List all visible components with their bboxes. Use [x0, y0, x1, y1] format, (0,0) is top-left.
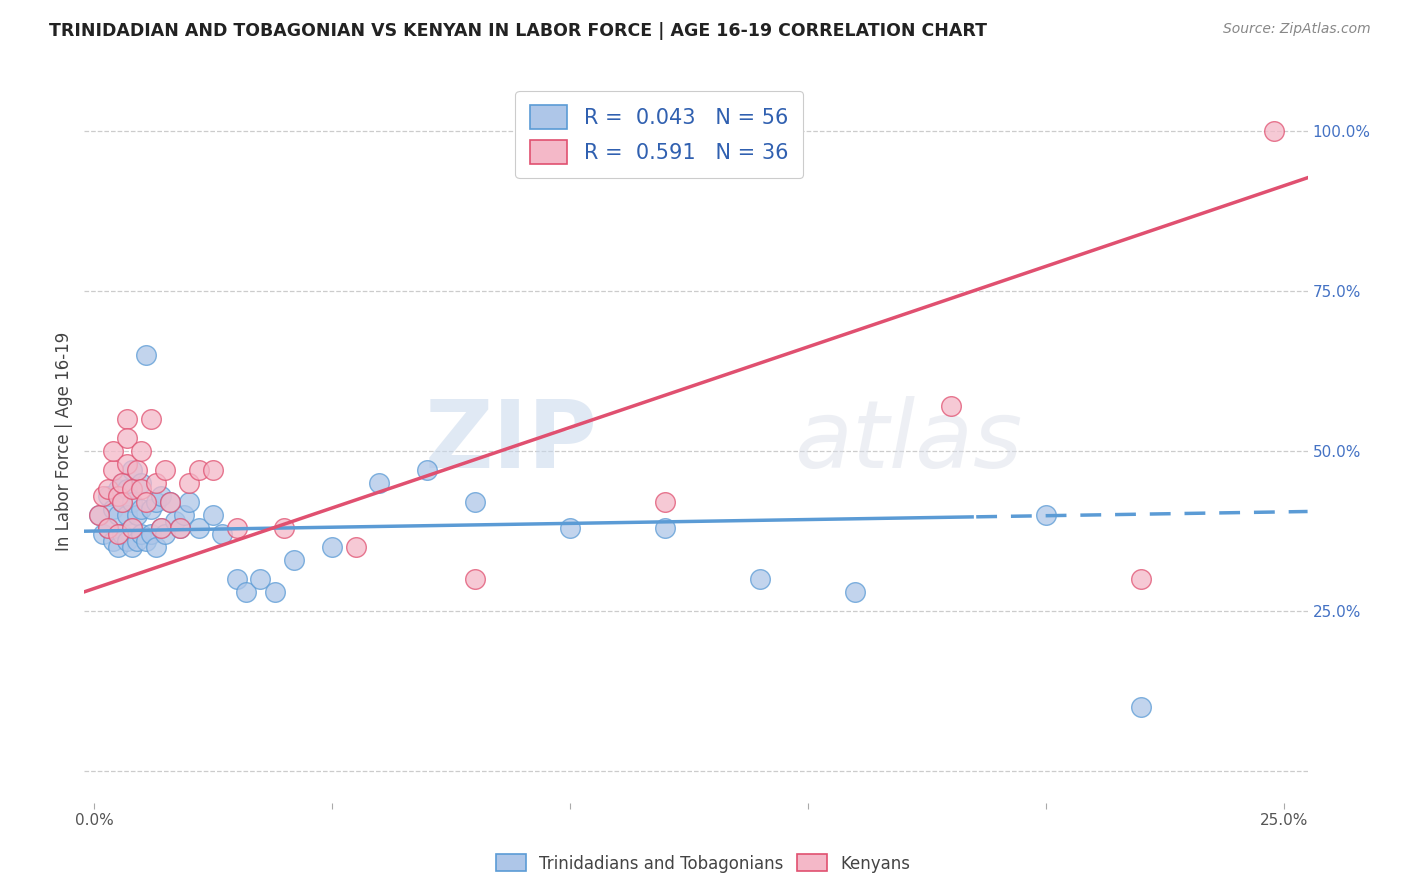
Point [115, 431, 138, 445]
Point [135, 495, 157, 509]
Point [121, 483, 143, 497]
Point [131, 476, 153, 491]
Point [131, 444, 153, 458]
Text: Source: ZipAtlas.com: Source: ZipAtlas.com [1223, 22, 1371, 37]
Point [107, 527, 129, 541]
Point [87, 508, 110, 522]
Text: ZIP: ZIP [425, 395, 598, 488]
Point [111, 476, 134, 491]
Point [97, 521, 120, 535]
Point [173, 508, 195, 522]
Point [125, 533, 148, 548]
Point [654, 495, 676, 509]
Point [558, 521, 581, 535]
Point [145, 495, 167, 509]
Point [101, 444, 124, 458]
Point [844, 584, 866, 599]
Point [1035, 508, 1057, 522]
Point [211, 527, 233, 541]
Point [201, 508, 224, 522]
Point [225, 572, 247, 586]
Point [135, 533, 157, 548]
Point [149, 521, 172, 535]
Point [97, 521, 120, 535]
Point [1130, 572, 1153, 586]
Point [149, 521, 172, 535]
Point [131, 501, 153, 516]
Point [159, 495, 181, 509]
Point [121, 463, 143, 477]
Legend: R =  0.043   N = 56, R =  0.591   N = 36: R = 0.043 N = 56, R = 0.591 N = 36 [516, 91, 803, 178]
Point [115, 483, 138, 497]
Point [101, 533, 124, 548]
Point [131, 483, 153, 497]
Point [93, 527, 115, 541]
Point [1130, 699, 1153, 714]
Point [139, 527, 162, 541]
Point [121, 521, 143, 535]
Point [464, 495, 486, 509]
Point [139, 412, 162, 426]
Point [749, 572, 772, 586]
Point [115, 457, 138, 471]
Point [163, 515, 186, 529]
Point [187, 521, 209, 535]
Point [107, 540, 129, 554]
Point [121, 495, 143, 509]
Point [139, 501, 162, 516]
Point [939, 400, 962, 414]
Y-axis label: In Labor Force | Age 16-19: In Labor Force | Age 16-19 [55, 332, 73, 551]
Point [101, 463, 124, 477]
Point [115, 533, 138, 548]
Legend: Trinidadians and Tobagonians, Kenyans: Trinidadians and Tobagonians, Kenyans [489, 847, 917, 880]
Point [177, 476, 200, 491]
Text: TRINIDADIAN AND TOBAGONIAN VS KENYAN IN LABOR FORCE | AGE 16-19 CORRELATION CHAR: TRINIDADIAN AND TOBAGONIAN VS KENYAN IN … [49, 22, 987, 40]
Point [145, 540, 167, 554]
Point [111, 495, 134, 509]
Point [107, 489, 129, 503]
Point [121, 540, 143, 554]
Point [107, 508, 129, 522]
Point [87, 508, 110, 522]
Point [115, 412, 138, 426]
Point [169, 521, 191, 535]
Point [121, 521, 143, 535]
Point [111, 527, 134, 541]
Point [654, 521, 676, 535]
Point [125, 508, 148, 522]
Text: atlas: atlas [794, 396, 1022, 487]
Point [263, 584, 285, 599]
Point [97, 483, 120, 497]
Point [111, 495, 134, 509]
Point [249, 572, 271, 586]
Point [93, 489, 115, 503]
Point [273, 521, 295, 535]
Point [177, 495, 200, 509]
Point [169, 521, 191, 535]
Point [368, 476, 391, 491]
Point [1263, 124, 1285, 138]
Point [107, 483, 129, 497]
Point [321, 540, 343, 554]
Point [115, 508, 138, 522]
Point [235, 584, 257, 599]
Point [125, 463, 148, 477]
Point [135, 348, 157, 362]
Point [97, 489, 120, 503]
Point [464, 572, 486, 586]
Point [111, 476, 134, 491]
Point [149, 489, 172, 503]
Point [225, 521, 247, 535]
Point [187, 463, 209, 477]
Point [283, 553, 305, 567]
Point [155, 527, 177, 541]
Point [131, 527, 153, 541]
Point [159, 495, 181, 509]
Point [344, 540, 367, 554]
Point [201, 463, 224, 477]
Point [145, 476, 167, 491]
Point [416, 463, 439, 477]
Point [155, 463, 177, 477]
Point [101, 501, 124, 516]
